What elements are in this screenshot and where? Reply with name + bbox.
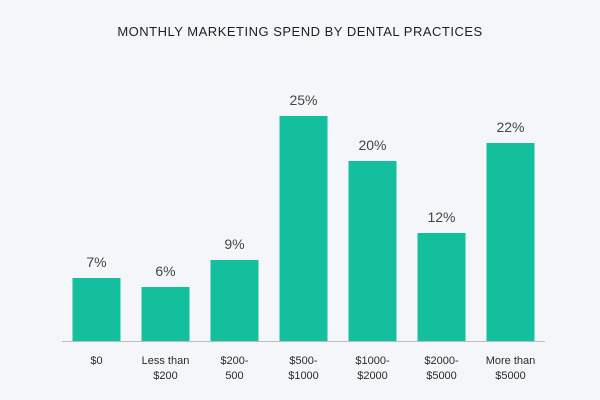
value-label-4: 20%: [358, 137, 386, 153]
value-label-3: 25%: [289, 92, 317, 108]
value-label-2: 9%: [224, 236, 244, 252]
x-tick-label-2-1: 500: [225, 370, 243, 382]
chart-title: MONTHLY MARKETING SPEND BY DENTAL PRACTI…: [117, 24, 483, 39]
x-tick-label-4-1: $2000: [357, 370, 388, 382]
bar-4: [348, 161, 397, 341]
value-label-5: 12%: [427, 209, 455, 225]
x-tick-label-6-0: More than: [486, 355, 536, 367]
value-label-0: 7%: [86, 254, 106, 270]
x-tick-label-0-0: $0: [90, 355, 102, 367]
bar-3: [279, 116, 328, 341]
x-tick-label-5-1: $5000: [426, 370, 457, 382]
x-tick-label-2-0: $200-: [220, 355, 248, 367]
bar-1: [141, 287, 190, 341]
x-tick-label-1-0: Less than: [142, 355, 190, 367]
x-tick-label-3-1: $1000: [288, 370, 319, 382]
value-label-6: 22%: [496, 119, 524, 135]
x-tick-label-3-0: $500-: [289, 355, 317, 367]
value-label-1: 6%: [155, 263, 175, 279]
x-tick-label-6-1: $5000: [495, 370, 526, 382]
x-tick-label-5-0: $2000-: [424, 355, 459, 367]
bar-5: [417, 233, 466, 341]
bar-6: [486, 143, 535, 341]
bar-2: [210, 260, 259, 341]
x-tick-label-1-1: $200: [153, 370, 177, 382]
bar-0: [72, 278, 121, 341]
x-tick-label-4-0: $1000-: [355, 355, 390, 367]
